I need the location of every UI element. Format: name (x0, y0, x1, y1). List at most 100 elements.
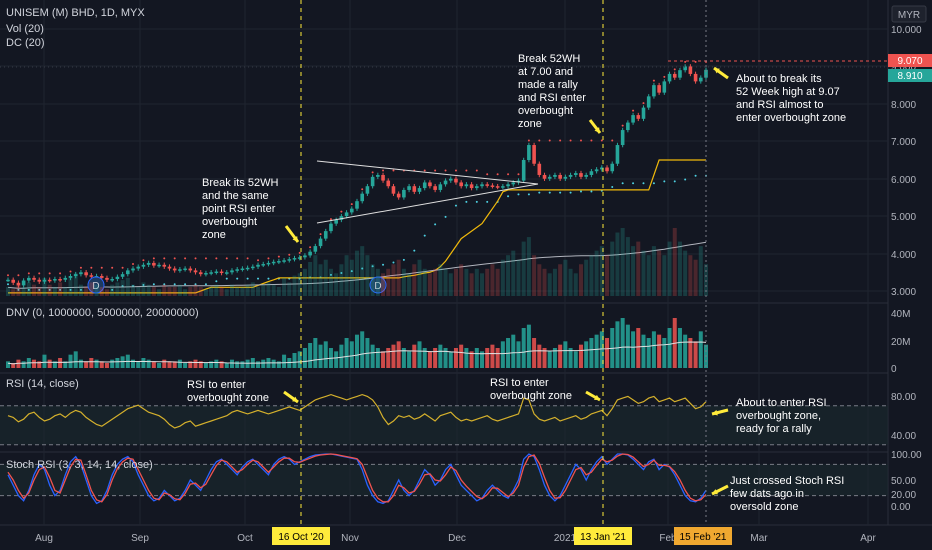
dividend-marker[interactable] (87, 276, 105, 294)
stoch-rsi-pane[interactable] (0, 453, 888, 505)
volume-bar (480, 351, 485, 368)
dc-upper-dot (48, 272, 51, 275)
volume-overlay-bar (511, 250, 516, 296)
candle (589, 171, 594, 175)
volume-overlay-bar (547, 273, 552, 296)
stoch-axis-label: 0.00 (891, 502, 911, 513)
volume-bar (94, 359, 99, 368)
volume-bar (407, 351, 412, 368)
dc-upper-dot (215, 257, 218, 260)
volume-bar (427, 351, 432, 368)
volume-overlay-bar (688, 255, 693, 296)
volume-overlay-bar (224, 289, 229, 296)
price-axis-label: 7.000 (891, 137, 916, 148)
candle (68, 276, 73, 278)
annotation-arrowhead (714, 68, 720, 74)
candle (386, 180, 391, 187)
volume-bar (433, 348, 438, 368)
dc-upper-dot (309, 246, 312, 249)
volume-overlay-bar (625, 237, 630, 296)
volume-bar (99, 361, 104, 368)
volume-bar (552, 348, 557, 368)
volume-bar (657, 334, 662, 368)
dc-lower-dot (152, 283, 155, 286)
candle (537, 163, 542, 175)
candle (620, 130, 625, 146)
candle (115, 276, 120, 280)
candle (428, 182, 432, 187)
currency-button[interactable] (891, 5, 927, 23)
volume-bar (203, 363, 208, 368)
volume-overlay-bar (480, 273, 485, 296)
candle (261, 264, 266, 266)
dc-upper-dot (611, 139, 614, 142)
dc-lower-dot (204, 283, 207, 286)
dc-lower-dot (579, 190, 582, 193)
dc-upper-dot (527, 139, 530, 142)
candle (318, 238, 323, 247)
candle (391, 186, 396, 194)
volume-overlay-bar (37, 286, 42, 296)
dc-lower-dot (225, 277, 228, 280)
candle (6, 279, 10, 282)
volume-overlay-bar (110, 284, 115, 296)
volume-overlay-bar (68, 277, 73, 296)
volume-overlay-bar (636, 241, 641, 296)
volume-overlay-bar (500, 259, 505, 296)
dividend-marker[interactable] (369, 276, 387, 294)
dc-upper-dot (434, 169, 437, 172)
volume-overlay-bar (136, 286, 141, 296)
candle (652, 85, 656, 97)
volume-bar (625, 324, 630, 368)
candle (32, 277, 36, 280)
volume-overlay-bar (120, 280, 125, 296)
volume-overlay-bar (396, 259, 401, 296)
volume-bar (235, 361, 240, 368)
volume-bar (469, 351, 474, 368)
candle (547, 176, 552, 179)
volume-bar (58, 358, 63, 368)
volume-pane-title: DNV (0, 1000000, 5000000, 20000000) (6, 307, 199, 319)
dc-upper-dot (257, 259, 260, 262)
volume-bar (651, 331, 656, 368)
volume-bar (375, 348, 380, 368)
volume-overlay-bar (532, 255, 537, 296)
candle (282, 260, 286, 262)
dc-upper-dot (559, 139, 562, 142)
volume-overlay-bar (464, 268, 469, 296)
dc-upper-dot (579, 139, 582, 142)
candle (605, 167, 609, 172)
stoch-axis-label: 50.00 (891, 476, 916, 487)
volume-bar (276, 361, 281, 368)
annotation-text: 52 Week high at 9.07 (736, 86, 840, 98)
volume-overlay-bar (453, 268, 458, 296)
dc-upper-dot (465, 169, 468, 172)
volume-bar (78, 359, 83, 368)
volume-bar (615, 321, 620, 368)
volume-overlay-bar (125, 277, 130, 296)
price-axis-label: 6.000 (891, 175, 916, 186)
annotation-text: About to break its (736, 73, 822, 85)
chart-title: UNISEM (M) BHD, 1D, MYX (6, 7, 145, 19)
volume-overlay-bar (287, 282, 292, 296)
last-price-tag (888, 69, 932, 82)
dc-lower-dot (611, 185, 614, 188)
candle (558, 174, 562, 179)
candle (240, 268, 245, 271)
volume-overlay-bar (11, 289, 16, 296)
rsi-pane[interactable] (0, 393, 888, 446)
volume-bar (683, 334, 688, 368)
candle (339, 216, 344, 220)
dc-lower-dot (652, 182, 655, 185)
volume-overlay-bar (146, 284, 151, 296)
volume-pane[interactable] (6, 318, 708, 368)
date-tag (272, 527, 330, 545)
volume-bar (157, 363, 162, 368)
volume-bar (443, 348, 448, 368)
dc-lower-dot (194, 283, 197, 286)
volume-bar (282, 354, 287, 368)
volume-bar (474, 348, 479, 368)
volume-overlay-bar (375, 268, 380, 296)
volume-overlay-bar (677, 241, 682, 296)
